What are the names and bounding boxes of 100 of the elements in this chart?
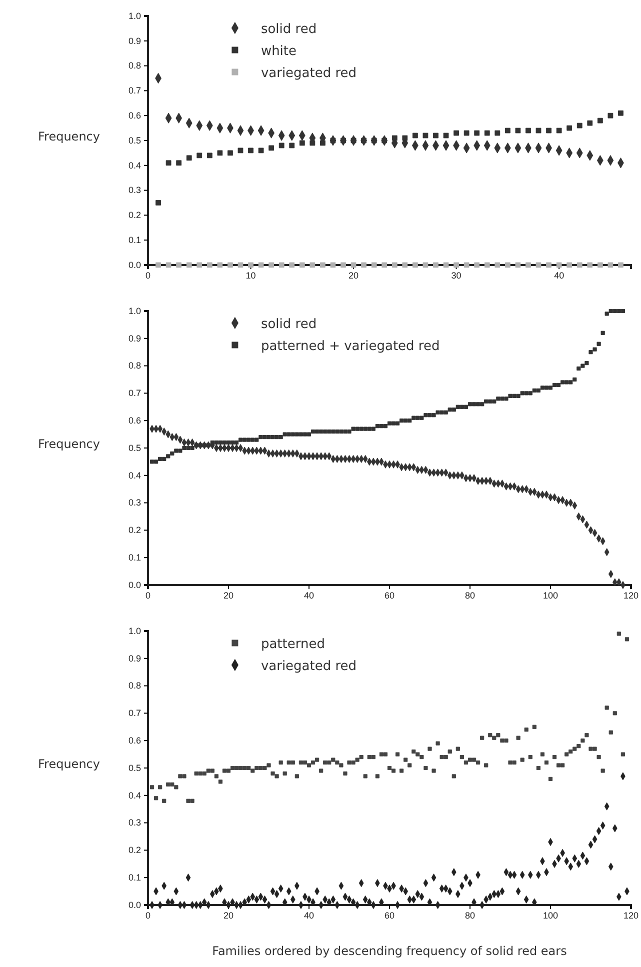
point	[217, 150, 223, 156]
point	[392, 135, 398, 141]
point	[258, 148, 264, 154]
y-tick-label: 0.3	[128, 498, 141, 508]
point	[618, 110, 624, 116]
point	[566, 262, 572, 268]
point	[402, 262, 408, 268]
y-tick-label: 0.0	[128, 900, 141, 910]
point	[206, 152, 212, 158]
x-tick-label: 0	[145, 590, 151, 600]
y-tick-label: 0.8	[128, 360, 141, 371]
y-tick-label: 0.7	[128, 708, 141, 718]
point	[371, 262, 377, 268]
y-tick-label: 0.5	[128, 135, 141, 146]
y-tick-label: 0.7	[128, 86, 141, 96]
point	[484, 130, 490, 136]
point	[268, 145, 274, 151]
point	[536, 128, 542, 134]
point	[443, 262, 449, 268]
point	[433, 132, 438, 138]
y-tick-label: 0.0	[128, 580, 141, 590]
y-tick-label: 0.9	[128, 653, 141, 664]
x-axis-title: Families ordered by descending frequency of solid red ears	[212, 944, 567, 958]
x-tick-label: 120	[623, 590, 639, 600]
point	[608, 112, 614, 118]
point	[464, 262, 470, 268]
y-tick-label: 0.0	[128, 260, 141, 270]
x-tick-label: 0	[145, 270, 151, 280]
point	[515, 128, 521, 134]
point	[556, 262, 562, 268]
x-tick-label: 20	[348, 270, 359, 280]
point	[515, 262, 521, 268]
y-tick-label: 0.5	[128, 442, 141, 453]
x-tick-label: 10	[246, 270, 256, 280]
y-tick-label: 0.2	[128, 210, 141, 220]
y-tick-label: 0.5	[128, 762, 141, 773]
y-tick-label: 0.3	[128, 185, 141, 196]
point	[526, 128, 531, 134]
point	[494, 262, 500, 268]
x-tick-label: 100	[542, 590, 558, 600]
x-tick-label: 30	[451, 270, 462, 280]
y-axis-title: Frequency	[38, 757, 100, 771]
point	[587, 262, 593, 268]
point	[289, 262, 295, 268]
legend-label: patterned + variegated red	[260, 339, 440, 354]
point	[474, 262, 480, 268]
point	[412, 262, 418, 268]
legend-label: variegated red	[260, 66, 357, 81]
point	[494, 130, 500, 136]
point	[299, 262, 305, 268]
y-tick-label: 0.6	[128, 735, 141, 746]
point	[454, 262, 459, 268]
point	[299, 140, 305, 146]
y-tick-label: 1.0	[128, 10, 141, 21]
point	[196, 262, 202, 268]
point	[526, 262, 531, 268]
point	[278, 262, 284, 268]
point	[608, 262, 614, 268]
point	[402, 135, 408, 141]
point	[217, 262, 223, 268]
point	[464, 130, 470, 136]
y-tick-label: 0.9	[128, 36, 141, 46]
point	[597, 118, 603, 124]
point	[268, 262, 274, 268]
point	[258, 262, 264, 268]
x-tick-label: 80	[464, 590, 476, 600]
legend-label: solid red	[260, 317, 317, 332]
point	[454, 130, 459, 136]
y-tick-label: 0.4	[128, 470, 141, 480]
point	[504, 262, 510, 268]
y-tick-label: 0.4	[128, 790, 141, 800]
point	[310, 140, 316, 146]
point	[546, 128, 552, 134]
x-tick-label: 80	[464, 910, 476, 920]
point	[597, 262, 603, 268]
x-tick-label: 60	[384, 590, 395, 600]
point	[278, 142, 284, 148]
x-tick-label: 120	[623, 910, 639, 920]
point	[320, 140, 326, 146]
x-tick-label: 0	[145, 910, 151, 920]
point	[433, 262, 438, 268]
x-tick-label: 20	[223, 910, 234, 920]
point	[248, 148, 254, 154]
point	[536, 262, 542, 268]
point	[392, 262, 398, 268]
point	[248, 262, 254, 268]
y-tick-label: 0.6	[128, 110, 141, 120]
point	[186, 262, 192, 268]
point	[350, 262, 356, 268]
y-tick-label: 0.2	[128, 845, 141, 856]
point	[340, 262, 346, 268]
point	[320, 262, 326, 268]
y-tick-label: 0.8	[128, 60, 141, 71]
x-tick-label: 60	[384, 910, 395, 920]
x-tick-label: 40	[304, 590, 314, 600]
legend-label: patterned	[260, 637, 325, 652]
point	[156, 262, 161, 268]
point	[474, 130, 480, 136]
point	[176, 160, 182, 166]
point	[566, 125, 572, 131]
